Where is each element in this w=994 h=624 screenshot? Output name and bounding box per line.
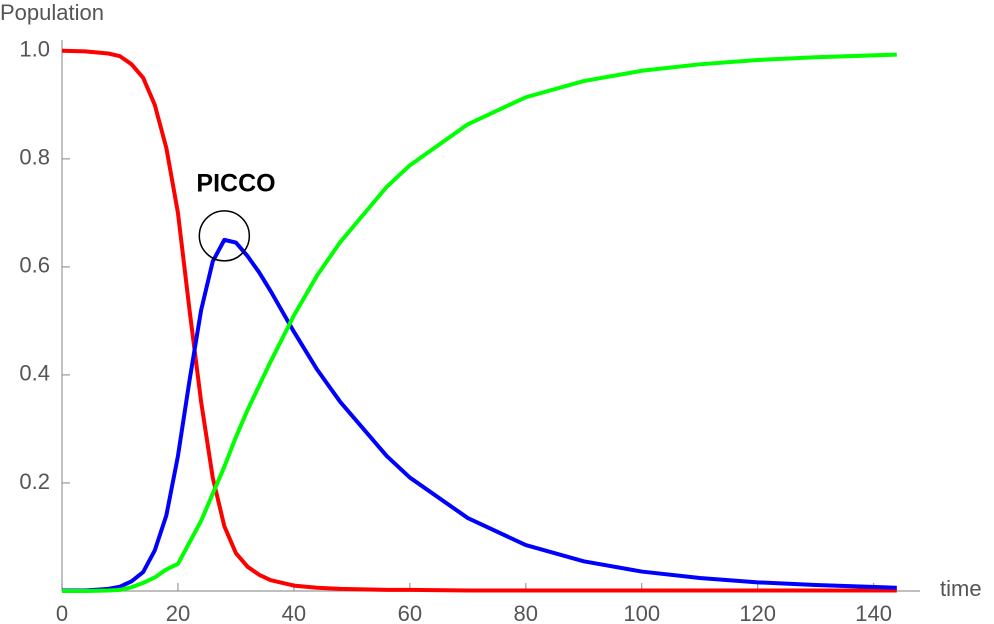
x-tick-label: 20 — [166, 601, 190, 624]
y-axis-label: Population — [0, 0, 104, 25]
annotation-circle — [198, 210, 251, 262]
y-tick-label: 1.0 — [19, 37, 50, 62]
y-tick-label: 0.4 — [19, 361, 50, 386]
series-line — [62, 237, 897, 593]
x-axis-label: time — [940, 576, 982, 601]
x-tick-label: 80 — [514, 601, 538, 624]
series-line — [61, 48, 897, 593]
x-tick-label: 40 — [282, 601, 306, 624]
x-tick-label: 60 — [398, 601, 422, 624]
y-tick-label: 0.6 — [19, 253, 50, 278]
series-line — [62, 52, 897, 593]
y-tick-label: 0.2 — [19, 469, 50, 494]
x-tick-label: 100 — [623, 601, 660, 624]
y-tick-label: 0.8 — [19, 145, 50, 170]
annotation: PICCO — [196, 170, 275, 198]
x-tick-label: 140 — [855, 601, 892, 624]
x-tick-label: 0 — [56, 601, 68, 624]
x-tick-label: 120 — [739, 601, 776, 624]
